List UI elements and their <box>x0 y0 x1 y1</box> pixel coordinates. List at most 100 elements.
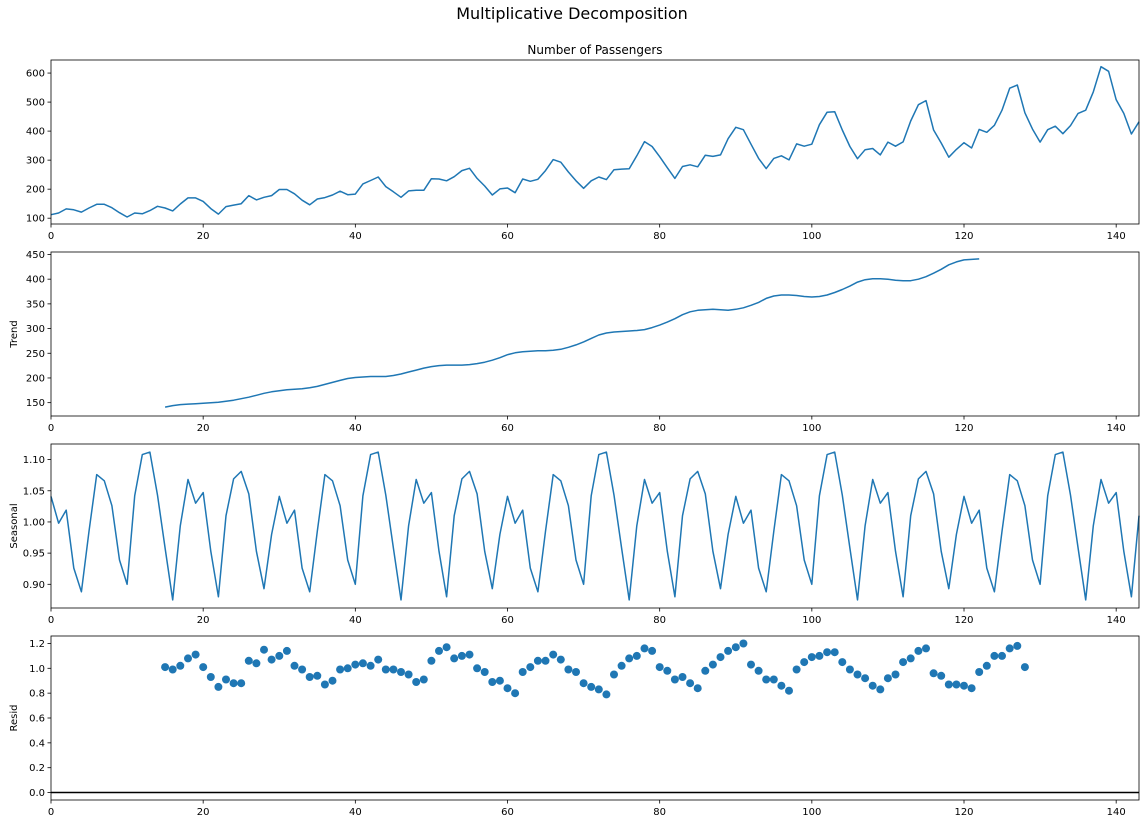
resid-point <box>861 674 870 683</box>
x-tick-label: 140 <box>1107 423 1126 434</box>
resid-point <box>724 646 733 655</box>
resid-point <box>1013 641 1022 650</box>
resid-point <box>594 685 603 694</box>
resid-point <box>161 663 170 672</box>
observed-title: Number of Passengers <box>527 43 662 57</box>
resid-point <box>914 646 923 655</box>
observed-axes-frame <box>50 59 1140 225</box>
resid-point <box>891 670 900 679</box>
x-tick-label: 0 <box>48 423 54 434</box>
resid-point <box>800 658 809 667</box>
x-tick-label: 100 <box>802 615 821 626</box>
resid-point <box>328 676 337 685</box>
x-tick-label: 120 <box>954 807 973 818</box>
resid-point <box>305 673 314 681</box>
resid-point <box>298 665 307 674</box>
resid-point <box>320 680 329 689</box>
resid-point <box>511 689 520 698</box>
resid-point <box>222 675 230 684</box>
resid-point <box>838 658 847 667</box>
x-tick-label: 140 <box>1107 231 1126 242</box>
y-tick-label: 0.0 <box>29 788 45 799</box>
resid-point <box>480 668 489 676</box>
x-tick-label: 20 <box>197 423 210 434</box>
resid-point <box>967 684 976 693</box>
resid-point <box>853 670 862 679</box>
resid-point <box>549 650 558 659</box>
x-tick-label: 120 <box>954 231 973 242</box>
panel-observed: 0 20 40 60 80 100 120 140 100 200 300 400 500 600 Numb… <box>26 43 1140 242</box>
resid-point <box>830 648 839 657</box>
resid-point <box>427 656 436 665</box>
resid-point <box>191 650 200 659</box>
x-tick-label: 40 <box>349 615 362 626</box>
y-tick-label: 600 <box>26 69 45 80</box>
y-tick-label: 1.05 <box>23 486 45 497</box>
resid-point <box>199 663 208 672</box>
resid-point <box>168 665 177 674</box>
resid-point <box>982 661 991 670</box>
resid-point <box>518 668 527 676</box>
resid-point <box>807 653 816 662</box>
x-tick-label: 100 <box>802 231 821 242</box>
resid-ylabel: Resid <box>9 705 20 732</box>
resid-point <box>374 655 383 664</box>
x-tick-label: 60 <box>501 423 514 434</box>
resid-point <box>176 661 185 670</box>
x-tick-label: 40 <box>349 231 362 242</box>
resid-point <box>678 673 687 681</box>
panel-resid: 0 20 40 60 80 100 120 140 0.0 0.2 0.4 0.6 0.8 1.0 1.2 R… <box>9 635 1140 818</box>
resid-point <box>731 643 740 652</box>
resid-point <box>815 651 824 660</box>
resid-point <box>465 650 474 659</box>
seasonal-ylabel: Seasonal <box>9 503 20 548</box>
x-tick-label: 120 <box>954 423 973 434</box>
resid-point <box>495 676 504 685</box>
resid-axes-frame <box>50 635 1140 801</box>
resid-point <box>435 646 443 655</box>
resid-point <box>1020 663 1029 672</box>
resid-point <box>876 685 885 694</box>
resid-point <box>754 666 763 675</box>
y-tick-label: 1.0 <box>29 664 45 675</box>
trend-series-line <box>164 258 980 408</box>
resid-point <box>313 671 322 680</box>
resid-point <box>937 671 946 680</box>
resid-point <box>260 645 268 654</box>
resid-point <box>579 679 588 688</box>
resid-point <box>777 681 786 690</box>
resid-point <box>739 639 748 648</box>
resid-point <box>845 665 854 674</box>
resid-point <box>419 675 428 684</box>
x-tick-label: 80 <box>653 423 666 434</box>
resid-point <box>716 653 725 662</box>
resid-point <box>998 651 1006 660</box>
y-tick-label: 0.4 <box>29 738 45 749</box>
trend-ylabel: Trend <box>9 320 20 348</box>
resid-point <box>457 651 466 660</box>
resid-point <box>556 655 565 664</box>
y-tick-label: 250 <box>26 349 45 360</box>
x-tick-label: 140 <box>1107 807 1126 818</box>
resid-point <box>868 681 877 690</box>
y-tick-label: 450 <box>26 250 45 261</box>
panel-seasonal: 0 20 40 60 80 100 120 140 0.90 0.95 1.00 1.05 1.10 Se… <box>9 443 1140 626</box>
x-tick-label: 20 <box>197 807 210 818</box>
y-tick-label: 0.8 <box>29 689 45 700</box>
resid-point <box>442 643 451 652</box>
resid-point <box>899 658 908 667</box>
resid-point <box>564 665 573 674</box>
y-tick-label: 150 <box>26 398 45 409</box>
resid-point <box>944 680 953 689</box>
resid-point <box>708 660 717 669</box>
y-tick-label: 300 <box>26 324 45 335</box>
resid-point <box>625 654 634 663</box>
resid-point <box>214 682 223 691</box>
resid-point <box>252 659 261 668</box>
x-tick-label: 120 <box>954 615 973 626</box>
x-tick-label: 0 <box>48 231 54 242</box>
resid-point <box>663 666 672 675</box>
resid-point <box>701 666 710 675</box>
panel-trend: 0 20 40 60 80 100 120 140 150 200 250 300 350 400 450 T… <box>9 250 1140 434</box>
